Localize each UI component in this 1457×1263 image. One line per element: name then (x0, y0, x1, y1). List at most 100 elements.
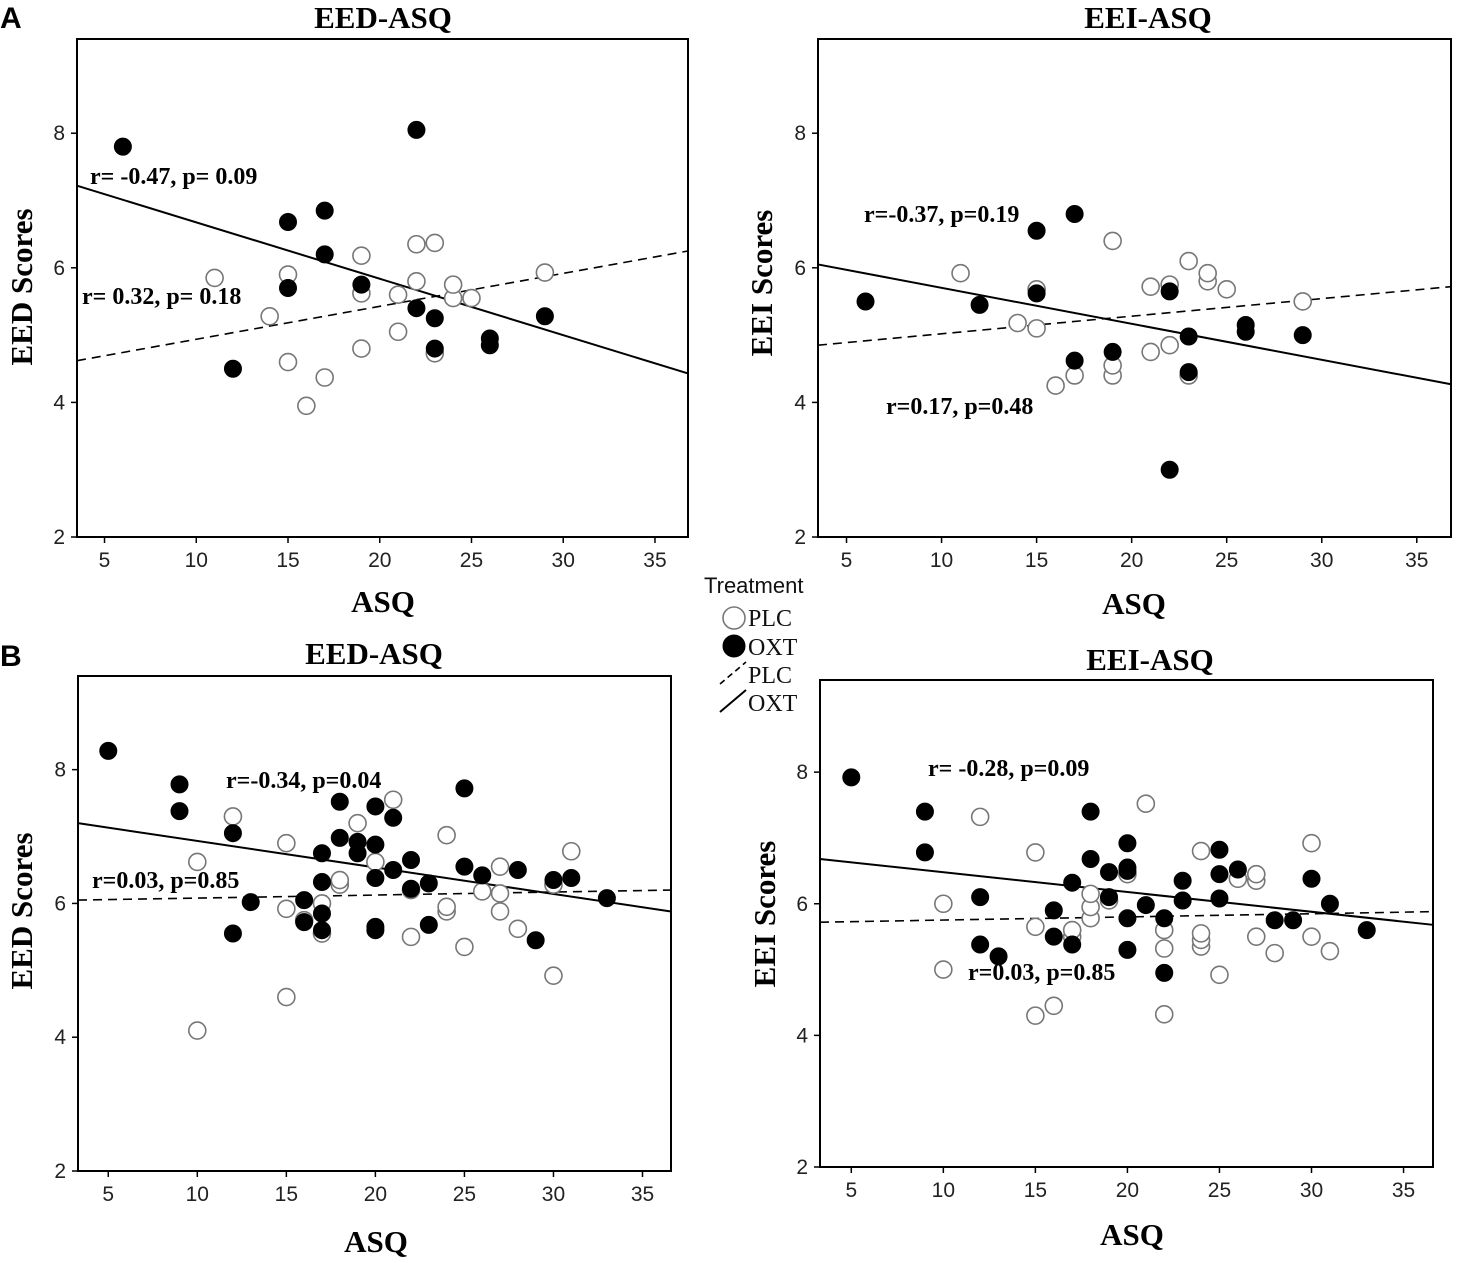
point-oxt (1103, 342, 1122, 361)
point-oxt (535, 307, 554, 326)
y-tick-label: 4 (794, 391, 806, 414)
x-tick-label: 35 (631, 1183, 654, 1206)
panel-letter: B (0, 640, 22, 673)
point-oxt (99, 741, 118, 760)
y-tick-label: 6 (54, 892, 66, 915)
y-tick-label: 8 (53, 122, 65, 145)
chart-title: EEI-ASQ (1086, 642, 1213, 677)
x-tick-label: 5 (845, 1179, 857, 1202)
point-oxt (330, 828, 349, 847)
point-oxt (1027, 284, 1046, 303)
point-oxt (1210, 840, 1229, 859)
point-oxt (1063, 873, 1082, 892)
legend-dashed-line (719, 661, 747, 685)
point-plc (260, 306, 279, 326)
y-tick-label: 6 (794, 257, 806, 280)
point-oxt (842, 768, 861, 787)
point-oxt (989, 947, 1008, 966)
point-oxt (223, 824, 242, 843)
point-oxt (1081, 850, 1100, 869)
point-oxt (1302, 869, 1321, 888)
panel-b-eed-asq: B EED-ASQ 5 10 15 20 25 30 35 2 4 6 8 r=-0.34, p=0… (0, 636, 672, 1259)
point-oxt (1265, 911, 1284, 930)
point-plc (352, 246, 371, 265)
point-oxt (562, 869, 581, 888)
plot-frame (76, 38, 689, 538)
point-oxt (1284, 911, 1303, 930)
point-oxt (970, 295, 989, 314)
point-oxt (1044, 927, 1063, 946)
point-plc (188, 852, 207, 872)
x-tick-label: 25 (453, 1183, 476, 1206)
x-tick-label: 30 (1300, 1179, 1323, 1202)
x-tick-label: 35 (643, 549, 666, 572)
data-points (842, 768, 1376, 1025)
y-tick-label: 2 (53, 526, 65, 549)
y-tick-label: 8 (796, 761, 808, 784)
annotation-oxt: r=-0.34, p=0.04 (226, 768, 381, 794)
point-oxt (312, 904, 331, 923)
point-oxt (1293, 326, 1312, 345)
x-tick-label: 15 (1024, 1179, 1047, 1202)
point-oxt (1100, 863, 1119, 882)
point-plc (561, 841, 581, 861)
y-axis-title: EEI Scores (747, 841, 782, 988)
point-plc (1198, 263, 1217, 283)
point-oxt (366, 869, 385, 888)
point-oxt (295, 913, 314, 932)
point-oxt (455, 779, 474, 798)
point-oxt (1179, 363, 1198, 382)
x-tick-label: 30 (1310, 549, 1333, 572)
y-tick-label: 8 (54, 759, 66, 782)
x-tick-label: 25 (1208, 1179, 1231, 1202)
point-plc (1302, 927, 1321, 946)
point-oxt (330, 792, 349, 811)
fit-line-plc (817, 285, 1452, 346)
y-tick-label: 4 (54, 1026, 66, 1049)
plot-frame (77, 675, 672, 1172)
point-plc (1154, 939, 1174, 958)
point-oxt (1100, 888, 1119, 907)
point-plc (1160, 335, 1179, 355)
point-oxt (1179, 327, 1198, 346)
point-plc (1008, 313, 1027, 333)
point-plc (1136, 794, 1156, 814)
point-oxt (384, 808, 403, 827)
y-axis-title: EEI Scores (744, 210, 779, 357)
x-tick-label: 10 (932, 1179, 955, 1202)
fit-line-oxt (76, 184, 689, 375)
point-plc (352, 339, 371, 358)
point-plc (205, 268, 224, 288)
x-axis-title: ASQ (1100, 1217, 1164, 1252)
x-axis-title: ASQ (344, 1224, 408, 1259)
point-plc (1026, 917, 1045, 937)
x-tick-label: 20 (364, 1183, 387, 1206)
legend-filled-circle-marker (722, 634, 746, 658)
point-plc (330, 870, 350, 890)
point-plc (1046, 376, 1065, 395)
point-oxt (348, 832, 367, 851)
point-plc (407, 271, 426, 291)
x-axis-title: ASQ (351, 584, 415, 619)
x-tick-label: 20 (1116, 1179, 1139, 1202)
y-axis-title: EED Scores (4, 832, 39, 989)
point-plc (443, 275, 463, 294)
tick-labels: 5 10 15 20 25 30 35 2 4 6 8 (794, 122, 1428, 572)
fit-lines (76, 184, 689, 375)
point-oxt (1065, 351, 1084, 370)
point-plc (1081, 884, 1100, 904)
data-points (99, 741, 616, 1040)
point-oxt (1118, 909, 1137, 928)
point-plc (1026, 1006, 1045, 1025)
point-oxt (1155, 909, 1174, 928)
point-oxt (1027, 221, 1046, 240)
point-plc (437, 825, 456, 845)
point-oxt (856, 292, 875, 311)
point-plc (490, 902, 510, 921)
annotation-plc: r=0.03, p=0.85 (92, 868, 239, 894)
point-oxt (1063, 935, 1082, 954)
fit-line-oxt (817, 263, 1452, 386)
fit-lines (817, 263, 1452, 386)
legend: Treatment PLC OXT PLC OXT (704, 573, 803, 717)
point-plc (544, 966, 563, 985)
